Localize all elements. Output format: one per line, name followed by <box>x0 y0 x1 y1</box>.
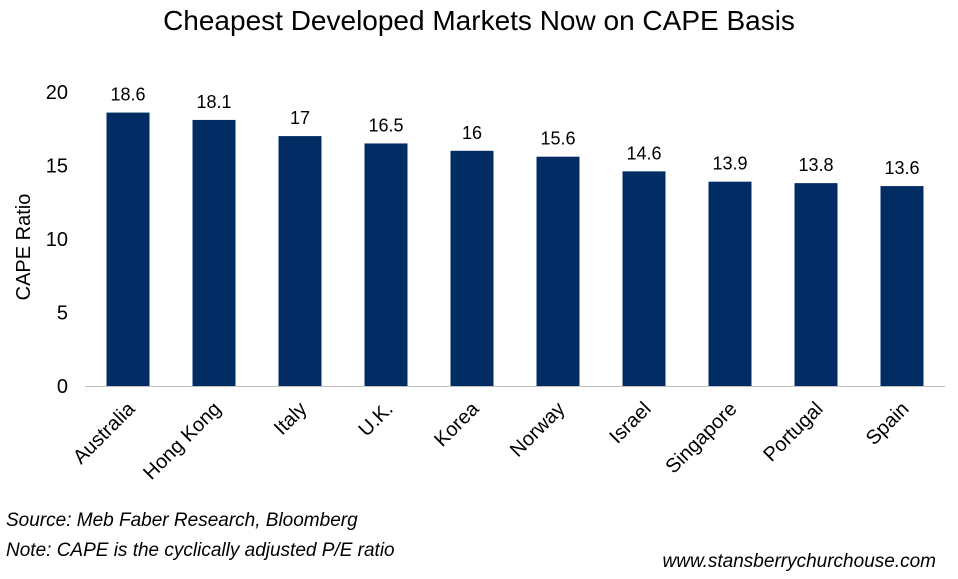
x-tick-label: Australia <box>69 397 140 468</box>
bar <box>708 181 752 386</box>
data-label: 15.6 <box>540 129 575 149</box>
data-label: 13.6 <box>884 158 919 178</box>
data-label: 16.5 <box>368 115 403 135</box>
y-tick-label: 20 <box>46 82 68 104</box>
y-axis-label: CAPE Ratio <box>13 194 35 301</box>
bar <box>278 136 322 386</box>
x-tick-label: Spain <box>862 398 914 450</box>
data-label: 13.9 <box>712 154 747 174</box>
bar <box>450 150 494 386</box>
chart-title: Cheapest Developed Markets Now on CAPE B… <box>163 5 795 36</box>
x-tick-label: U.K. <box>354 398 397 441</box>
bar <box>622 171 666 386</box>
y-tick-label: 15 <box>46 156 68 178</box>
bar <box>106 112 150 386</box>
bar <box>794 183 838 386</box>
x-tick-label: Hong Kong <box>139 398 225 484</box>
x-tick-label: Portugal <box>759 398 827 466</box>
website-credit: www.stansberrychurchouse.com <box>662 551 937 572</box>
y-tick-label: 10 <box>46 229 68 251</box>
data-label: 17 <box>290 108 310 128</box>
bar <box>880 186 924 386</box>
cape-note: Note: CAPE is the cyclically adjusted P/… <box>6 540 395 561</box>
bar <box>536 156 580 386</box>
x-tick-label: Singapore <box>661 398 741 478</box>
y-tick-label: 5 <box>57 303 68 325</box>
x-tick-label: Korea <box>430 397 484 451</box>
source-note: Source: Meb Faber Research, Bloomberg <box>6 510 358 531</box>
data-label: 16 <box>462 123 482 143</box>
data-label: 14.6 <box>626 143 661 163</box>
x-tick-label: Italy <box>270 398 311 439</box>
bar <box>192 119 236 387</box>
data-label: 18.6 <box>110 85 145 105</box>
x-tick-label: Norway <box>506 398 569 461</box>
bar <box>364 143 408 386</box>
data-label: 18.1 <box>196 92 231 112</box>
x-tick-label: Israel <box>605 398 655 448</box>
y-tick-label: 0 <box>57 376 68 398</box>
data-label: 13.8 <box>798 155 833 175</box>
